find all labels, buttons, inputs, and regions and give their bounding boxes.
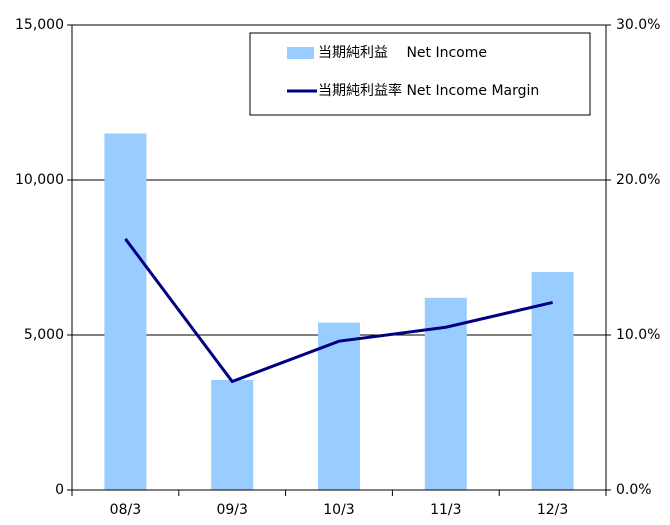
y-tick-label: 0 [55, 482, 64, 498]
x-tick-label: 12/3 [537, 502, 568, 518]
legend-label: 当期純利益率 Net Income Margin [318, 82, 539, 99]
x-tick-label: 09/3 [216, 502, 247, 518]
y-tick-label: 15,000 [15, 17, 64, 33]
legend-box [249, 32, 591, 116]
y-tick-label: 5,000 [24, 327, 64, 343]
y2-tick-label: 30.0% [616, 17, 660, 33]
x-tick-label: 10/3 [323, 502, 354, 518]
bar [211, 379, 254, 490]
y2-tick-label: 0.0% [616, 482, 652, 498]
bar [104, 133, 147, 490]
line [124, 238, 553, 384]
legend-label: 当期純利益 Net Income [318, 45, 487, 61]
plot-frame [71, 24, 607, 491]
y-tick-label: 10,000 [15, 172, 64, 188]
y2-tick-label: 20.0% [616, 172, 660, 188]
bar [531, 272, 574, 490]
x-tick-label: 11/3 [430, 502, 461, 518]
bar [318, 322, 360, 490]
y2-tick-label: 10.0% [616, 327, 660, 343]
legend-swatch [287, 47, 314, 59]
x-tick-label: 08/3 [110, 502, 141, 518]
